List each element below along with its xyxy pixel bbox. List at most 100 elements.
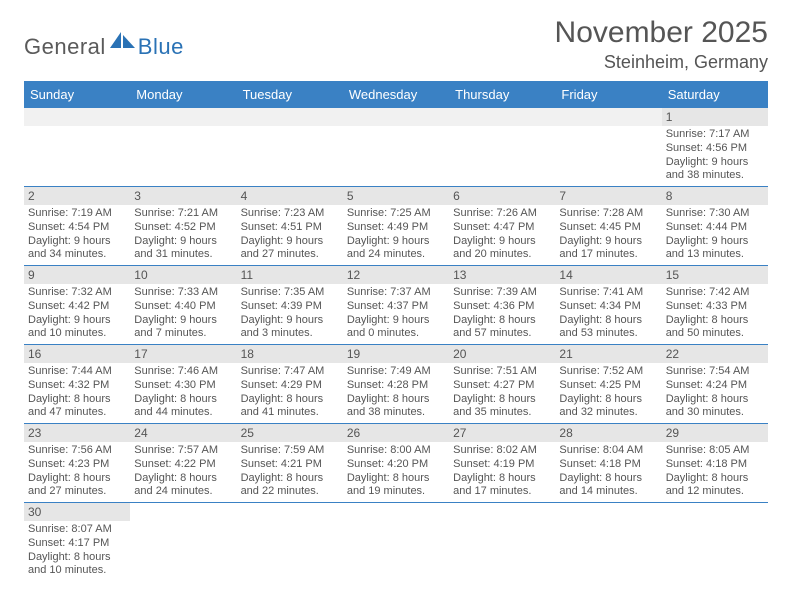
day-detail-line: Sunrise: 7:32 AM bbox=[28, 286, 126, 300]
calendar: Sunday Monday Tuesday Wednesday Thursday… bbox=[24, 81, 768, 581]
day-number: 19 bbox=[343, 345, 449, 363]
day-details: Sunrise: 7:19 AMSunset: 4:54 PMDaylight:… bbox=[24, 205, 130, 265]
day-detail-line: Daylight: 9 hours bbox=[28, 235, 126, 249]
day-number: 22 bbox=[662, 345, 768, 363]
calendar-cell: 29Sunrise: 8:05 AMSunset: 4:18 PMDayligh… bbox=[662, 424, 768, 502]
calendar-header-row: Sunday Monday Tuesday Wednesday Thursday… bbox=[24, 81, 768, 108]
calendar-cell bbox=[130, 108, 236, 186]
day-detail-line: Daylight: 8 hours bbox=[453, 314, 551, 328]
day-detail-line: Sunset: 4:19 PM bbox=[453, 458, 551, 472]
day-number: 30 bbox=[24, 503, 130, 521]
calendar-cell: 13Sunrise: 7:39 AMSunset: 4:36 PMDayligh… bbox=[449, 266, 555, 344]
day-details: Sunrise: 7:21 AMSunset: 4:52 PMDaylight:… bbox=[130, 205, 236, 265]
day-detail-line: and 53 minutes. bbox=[559, 327, 657, 341]
calendar-cell bbox=[555, 503, 661, 581]
day-number: 23 bbox=[24, 424, 130, 442]
calendar-cell bbox=[343, 503, 449, 581]
day-number: 21 bbox=[555, 345, 661, 363]
sail-icon bbox=[110, 30, 136, 53]
day-detail-line: Sunrise: 7:28 AM bbox=[559, 207, 657, 221]
day-detail-line: and 20 minutes. bbox=[453, 248, 551, 262]
calendar-cell: 25Sunrise: 7:59 AMSunset: 4:21 PMDayligh… bbox=[237, 424, 343, 502]
day-detail-line: Daylight: 9 hours bbox=[134, 235, 232, 249]
day-detail-line: Sunrise: 7:47 AM bbox=[241, 365, 339, 379]
calendar-cell bbox=[449, 503, 555, 581]
day-detail-line: Daylight: 9 hours bbox=[666, 235, 764, 249]
calendar-cell: 2Sunrise: 7:19 AMSunset: 4:54 PMDaylight… bbox=[24, 187, 130, 265]
calendar-cell bbox=[24, 108, 130, 186]
day-detail-line: and 57 minutes. bbox=[453, 327, 551, 341]
day-number: 20 bbox=[449, 345, 555, 363]
calendar-row: 23Sunrise: 7:56 AMSunset: 4:23 PMDayligh… bbox=[24, 424, 768, 503]
day-detail-line: Sunset: 4:32 PM bbox=[28, 379, 126, 393]
calendar-cell: 14Sunrise: 7:41 AMSunset: 4:34 PMDayligh… bbox=[555, 266, 661, 344]
day-detail-line: Daylight: 9 hours bbox=[453, 235, 551, 249]
day-detail-line: and 3 minutes. bbox=[241, 327, 339, 341]
day-detail-line: Daylight: 8 hours bbox=[28, 551, 126, 565]
day-detail-line: and 31 minutes. bbox=[134, 248, 232, 262]
day-detail-line: and 12 minutes. bbox=[666, 485, 764, 499]
day-detail-line: Daylight: 8 hours bbox=[559, 472, 657, 486]
calendar-cell: 15Sunrise: 7:42 AMSunset: 4:33 PMDayligh… bbox=[662, 266, 768, 344]
day-number: 5 bbox=[343, 187, 449, 205]
day-detail-line: Sunset: 4:29 PM bbox=[241, 379, 339, 393]
day-details: Sunrise: 7:42 AMSunset: 4:33 PMDaylight:… bbox=[662, 284, 768, 344]
calendar-cell: 28Sunrise: 8:04 AMSunset: 4:18 PMDayligh… bbox=[555, 424, 661, 502]
day-number: 4 bbox=[237, 187, 343, 205]
calendar-cell: 21Sunrise: 7:52 AMSunset: 4:25 PMDayligh… bbox=[555, 345, 661, 423]
day-detail-line: Daylight: 8 hours bbox=[453, 393, 551, 407]
day-detail-line: Sunset: 4:25 PM bbox=[559, 379, 657, 393]
calendar-cell: 5Sunrise: 7:25 AMSunset: 4:49 PMDaylight… bbox=[343, 187, 449, 265]
empty-day-bar bbox=[24, 108, 130, 126]
day-detail-line: Daylight: 9 hours bbox=[559, 235, 657, 249]
day-number: 6 bbox=[449, 187, 555, 205]
day-detail-line: Sunrise: 7:56 AM bbox=[28, 444, 126, 458]
day-detail-line: and 0 minutes. bbox=[347, 327, 445, 341]
calendar-cell bbox=[555, 108, 661, 186]
day-details: Sunrise: 7:28 AMSunset: 4:45 PMDaylight:… bbox=[555, 205, 661, 265]
day-detail-line: Sunrise: 7:46 AM bbox=[134, 365, 232, 379]
day-detail-line: Sunset: 4:36 PM bbox=[453, 300, 551, 314]
day-number: 3 bbox=[130, 187, 236, 205]
day-detail-line: Sunset: 4:45 PM bbox=[559, 221, 657, 235]
day-detail-line: Sunrise: 7:57 AM bbox=[134, 444, 232, 458]
day-detail-line: Daylight: 8 hours bbox=[666, 314, 764, 328]
day-detail-line: Daylight: 9 hours bbox=[347, 235, 445, 249]
page-title: November 2025 bbox=[555, 16, 768, 50]
day-detail-line: Daylight: 8 hours bbox=[559, 393, 657, 407]
day-detail-line: and 38 minutes. bbox=[666, 169, 764, 183]
day-details: Sunrise: 7:59 AMSunset: 4:21 PMDaylight:… bbox=[237, 442, 343, 502]
calendar-cell: 30Sunrise: 8:07 AMSunset: 4:17 PMDayligh… bbox=[24, 503, 130, 581]
day-detail-line: Sunrise: 8:00 AM bbox=[347, 444, 445, 458]
day-detail-line: Sunrise: 7:44 AM bbox=[28, 365, 126, 379]
day-number: 18 bbox=[237, 345, 343, 363]
day-header: Tuesday bbox=[237, 81, 343, 108]
day-detail-line: Sunrise: 7:33 AM bbox=[134, 286, 232, 300]
day-detail-line: and 17 minutes. bbox=[559, 248, 657, 262]
day-details: Sunrise: 7:52 AMSunset: 4:25 PMDaylight:… bbox=[555, 363, 661, 423]
empty-day-bar bbox=[130, 108, 236, 126]
day-detail-line: Daylight: 9 hours bbox=[666, 156, 764, 170]
day-details: Sunrise: 7:37 AMSunset: 4:37 PMDaylight:… bbox=[343, 284, 449, 344]
empty-day-bar bbox=[343, 108, 449, 126]
day-detail-line: Sunset: 4:51 PM bbox=[241, 221, 339, 235]
logo-text-blue: Blue bbox=[138, 34, 184, 60]
day-header: Thursday bbox=[449, 81, 555, 108]
day-details: Sunrise: 7:49 AMSunset: 4:28 PMDaylight:… bbox=[343, 363, 449, 423]
day-header: Wednesday bbox=[343, 81, 449, 108]
day-number: 17 bbox=[130, 345, 236, 363]
day-detail-line: Sunset: 4:17 PM bbox=[28, 537, 126, 551]
day-detail-line: Daylight: 8 hours bbox=[453, 472, 551, 486]
calendar-cell bbox=[662, 503, 768, 581]
day-number: 11 bbox=[237, 266, 343, 284]
day-detail-line: Daylight: 8 hours bbox=[666, 472, 764, 486]
day-detail-line: and 41 minutes. bbox=[241, 406, 339, 420]
calendar-cell bbox=[449, 108, 555, 186]
day-detail-line: and 7 minutes. bbox=[134, 327, 232, 341]
calendar-cell: 3Sunrise: 7:21 AMSunset: 4:52 PMDaylight… bbox=[130, 187, 236, 265]
day-detail-line: Daylight: 8 hours bbox=[28, 472, 126, 486]
day-detail-line: Sunrise: 7:52 AM bbox=[559, 365, 657, 379]
day-detail-line: Sunrise: 8:04 AM bbox=[559, 444, 657, 458]
page-subtitle: Steinheim, Germany bbox=[555, 52, 768, 73]
day-detail-line: Sunrise: 7:26 AM bbox=[453, 207, 551, 221]
